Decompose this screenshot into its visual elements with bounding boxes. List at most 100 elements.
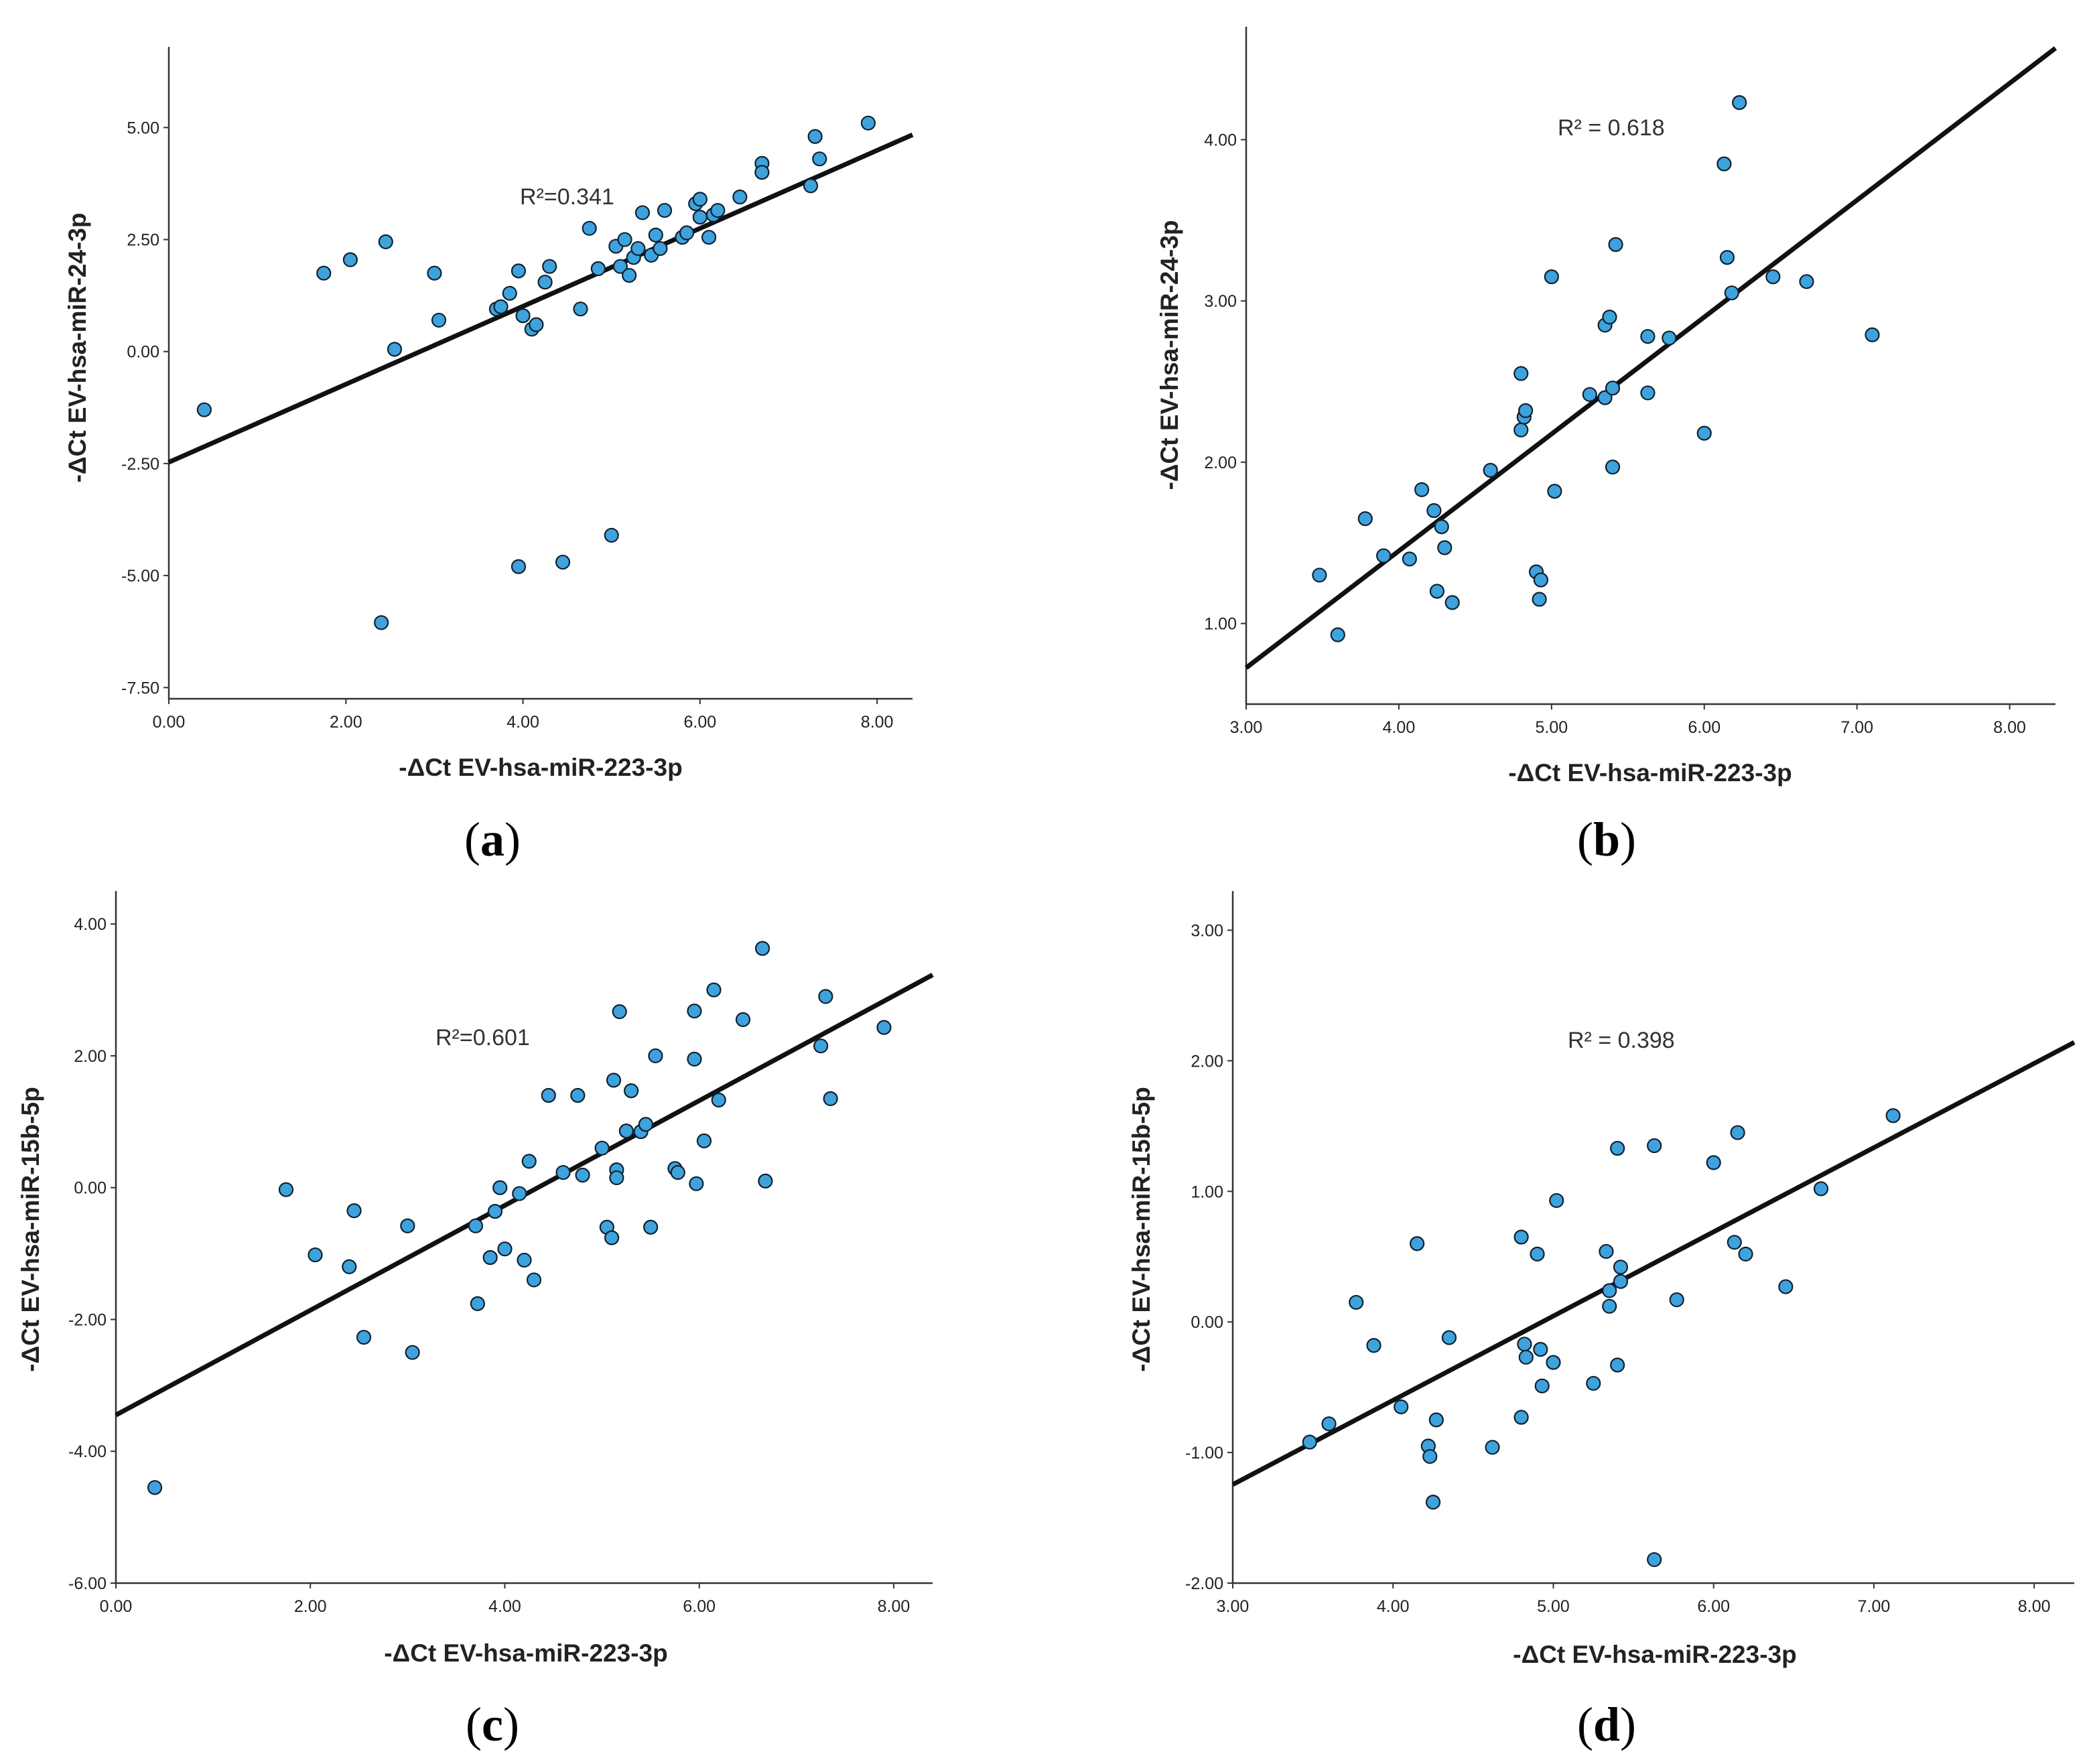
data-point <box>1534 1378 1550 1394</box>
data-point <box>638 1117 653 1132</box>
data-point <box>813 1038 829 1054</box>
data-point <box>346 1203 362 1219</box>
data-point <box>542 259 557 274</box>
data-point <box>400 1218 415 1233</box>
y-tick-label: 0.00 <box>1191 1313 1223 1332</box>
data-point <box>594 1140 610 1156</box>
data-point <box>1518 403 1534 419</box>
panel-b-scatter-chart: 3.00 4.00 5.00 6.00 7.00 8.00 1.00 2.00 3.00 4.0… <box>1156 27 2057 866</box>
panel-caption: (d) <box>1577 1698 1636 1751</box>
data-point <box>582 220 597 236</box>
data-point <box>622 267 637 283</box>
data-point <box>1544 269 1559 285</box>
data-point <box>803 178 819 194</box>
x-tick-label: 5.00 <box>1536 718 1568 737</box>
y-tick-label: 2.00 <box>1204 454 1237 472</box>
data-point <box>612 1004 627 1020</box>
x-axis-title: -ΔCt EV-hsa-miR-223-3p <box>1513 1641 1796 1668</box>
data-point <box>1444 595 1460 610</box>
x-tick-label: 4.00 <box>488 1597 521 1616</box>
data-point <box>1546 1355 1561 1370</box>
x-tick-label: 0.00 <box>100 1597 133 1616</box>
data-point <box>648 227 663 243</box>
data-point <box>1732 95 1747 111</box>
x-tick-label: 0.00 <box>153 713 186 732</box>
panel-caption: (a) <box>464 813 521 866</box>
y-axis-title: -ΔCt EV-hsa-miR-24-3p <box>1156 220 1183 490</box>
data-point <box>308 1247 323 1263</box>
data-point <box>1530 1246 1545 1262</box>
x-ticks: 3.00 4.00 5.00 6.00 7.00 8.00 <box>1217 1583 2051 1616</box>
data-point <box>648 1048 663 1064</box>
x-tick-label: 6.00 <box>683 1597 716 1616</box>
data-point <box>427 265 442 281</box>
y-tick-label: 1.00 <box>1191 1182 1223 1201</box>
data-point <box>1330 627 1345 642</box>
r-squared-label: R² = 0.398 <box>1568 1028 1675 1053</box>
y-tick-label: 3.00 <box>1191 921 1223 940</box>
data-point <box>1613 1260 1629 1275</box>
data-point <box>1813 1181 1829 1197</box>
data-point <box>1719 250 1735 265</box>
data-point <box>405 1345 420 1360</box>
data-point <box>692 192 707 207</box>
data-point <box>617 232 632 247</box>
data-point <box>710 202 726 218</box>
data-point <box>618 1124 634 1139</box>
data-point <box>1549 1193 1564 1209</box>
data-point <box>860 115 876 131</box>
regression-line <box>1244 46 2057 670</box>
y-tick-label: -5.00 <box>121 567 159 586</box>
data-point <box>689 1176 704 1191</box>
data-point <box>1513 366 1529 381</box>
panel-caption: (c) <box>466 1698 519 1751</box>
data-point <box>818 989 833 1004</box>
y-tick-label: -1.00 <box>1185 1444 1223 1463</box>
data-point <box>1582 387 1597 402</box>
data-point <box>1586 1375 1601 1391</box>
data-point <box>1669 1292 1684 1308</box>
x-tick-label: 5.00 <box>1537 1597 1570 1616</box>
y-axis-title: -ΔCt EV-hsa-miR-15b-5p <box>17 1087 44 1371</box>
data-point <box>1441 1330 1457 1345</box>
data-point <box>492 1180 508 1195</box>
data-point <box>482 1249 498 1266</box>
data-point <box>735 1012 751 1027</box>
data-point <box>706 982 722 998</box>
x-axis-title: -ΔCt EV-hsa-miR-223-3p <box>384 1639 667 1667</box>
y-ticks: -2.00 -1.00 0.00 1.00 2.00 3.00 <box>1185 921 1233 1593</box>
x-tick-label: 6.00 <box>684 713 717 732</box>
data-point <box>487 1204 503 1219</box>
data-point <box>1513 1229 1529 1245</box>
x-axis-title: -ΔCt EV-hsa-miR-223-3p <box>1508 759 1792 787</box>
data-point <box>1485 1440 1500 1455</box>
data-point <box>1513 1410 1529 1425</box>
x-tick-label: 8.00 <box>1993 718 2026 737</box>
data-point <box>502 285 517 301</box>
data-point <box>1799 274 1814 289</box>
y-tick-label: 3.00 <box>1204 292 1237 311</box>
y-axis-title: -ΔCt EV-hsa-miR-24-3p <box>64 213 91 483</box>
panel-caption: (b) <box>1577 813 1636 866</box>
data-points <box>1302 1108 1901 1568</box>
data-point <box>468 1218 484 1233</box>
data-point <box>1778 1279 1794 1294</box>
r-squared-label: R² = 0.618 <box>1558 115 1665 141</box>
data-point <box>1602 1283 1617 1298</box>
data-point <box>807 129 823 144</box>
data-point <box>758 1173 773 1189</box>
data-point <box>374 615 389 630</box>
data-point <box>1357 511 1373 527</box>
data-point <box>1434 519 1449 535</box>
y-tick-label: -2.00 <box>68 1310 107 1329</box>
data-point <box>1425 1495 1441 1510</box>
data-point <box>1640 329 1656 344</box>
y-tick-label: 4.00 <box>74 915 107 934</box>
data-point <box>515 308 531 324</box>
data-point <box>1696 425 1712 441</box>
data-point <box>643 1219 659 1235</box>
data-point <box>732 189 748 205</box>
data-point <box>387 342 403 357</box>
data-point <box>575 1167 590 1183</box>
data-point <box>1602 1298 1617 1314</box>
